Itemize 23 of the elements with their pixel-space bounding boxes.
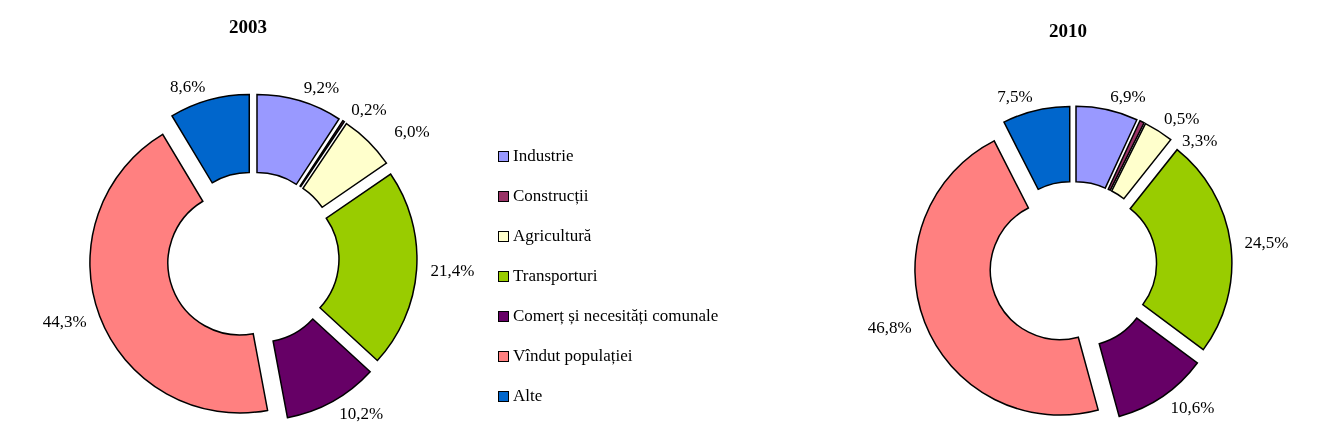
data-label: 6,0% — [394, 122, 430, 142]
data-label: 46,8% — [867, 317, 912, 337]
data-label: 3,3% — [1182, 130, 1218, 150]
data-label: 10,2% — [339, 404, 384, 424]
slice-label: 2010 — [1048, 20, 1088, 42]
data-label: 6,9% — [1110, 86, 1146, 106]
legend-label: Construcții — [513, 186, 589, 206]
slice-label: 2003 — [228, 16, 268, 38]
legend-label: Comerț și necesități comunale — [513, 306, 719, 326]
data-label: 21,4% — [430, 261, 475, 281]
legend-label: Agricultură — [513, 226, 592, 246]
legend-label: Transporturi — [513, 266, 598, 286]
legend-label: Vîndut populației — [513, 346, 633, 366]
data-label: 9,2% — [303, 77, 340, 97]
data-label: 44,3% — [42, 311, 87, 331]
data-label: 0,5% — [1164, 108, 1200, 128]
data-label: 7,5% — [997, 87, 1033, 107]
data-label: 24,5% — [1244, 233, 1289, 253]
data-label: 8,6% — [170, 76, 206, 96]
data-label: 0,2% — [351, 100, 387, 120]
data-label: 10,6% — [1170, 398, 1215, 418]
legend-label: Alte — [513, 386, 543, 406]
legend-label: Industrie — [513, 146, 574, 166]
